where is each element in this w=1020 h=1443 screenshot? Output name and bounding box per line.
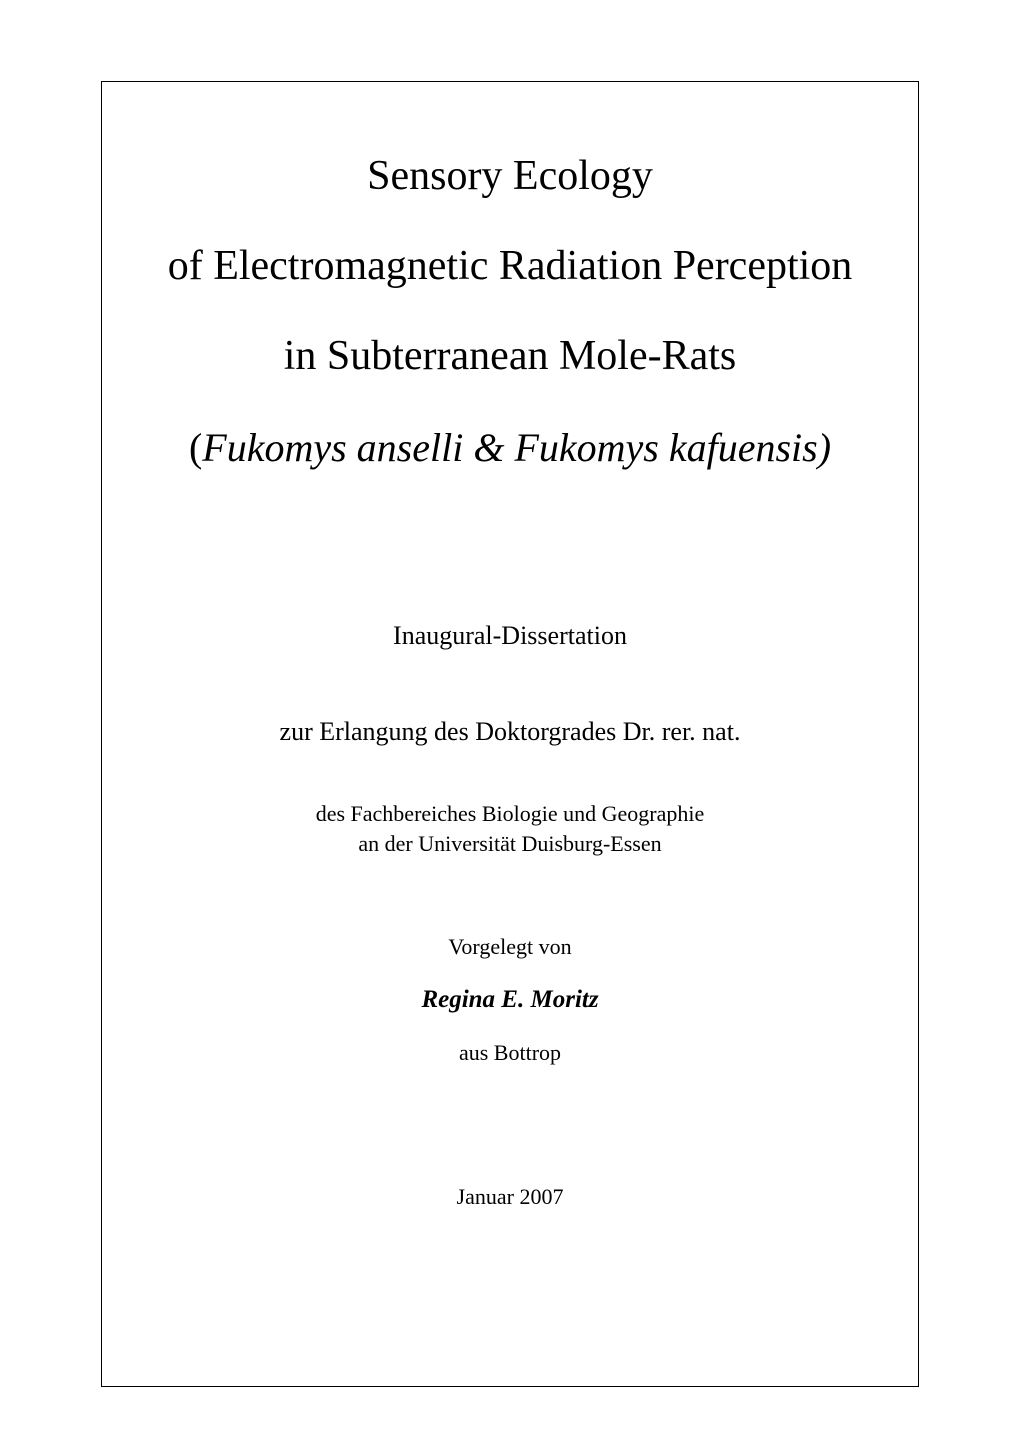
title-line-2: of Electromagnetic Radiation Perception [102,242,918,290]
page: Sensory Ecology of Electromagnetic Radia… [0,0,1020,1443]
degree-line: zur Erlangung des Doktorgrades Dr. rer. … [102,717,918,747]
submission-date: Januar 2007 [102,1184,918,1210]
title-frame: Sensory Ecology of Electromagnetic Radia… [101,81,919,1387]
species-subtitle: (Fukomys anselli & Fukomys kafuensis) [102,424,918,471]
presented-by-label: Vorgelegt von [102,934,918,960]
department-line-1: des Fachbereiches Biologie und Geographi… [316,801,705,826]
species-open-paren: ( [189,425,202,470]
author-name: Regina E. Moritz [102,986,918,1014]
author-origin: aus Bottrop [102,1040,918,1066]
title-line-1: Sensory Ecology [102,152,918,200]
department-block: des Fachbereiches Biologie und Geographi… [102,799,918,858]
title-line-3: in Subterranean Mole-Rats [102,332,918,380]
department-line-2: an der Universität Duisburg-Essen [358,831,661,856]
dissertation-type: Inaugural-Dissertation [102,621,918,651]
species-italic-text: Fukomys anselli & Fukomys kafuensis) [202,425,831,470]
